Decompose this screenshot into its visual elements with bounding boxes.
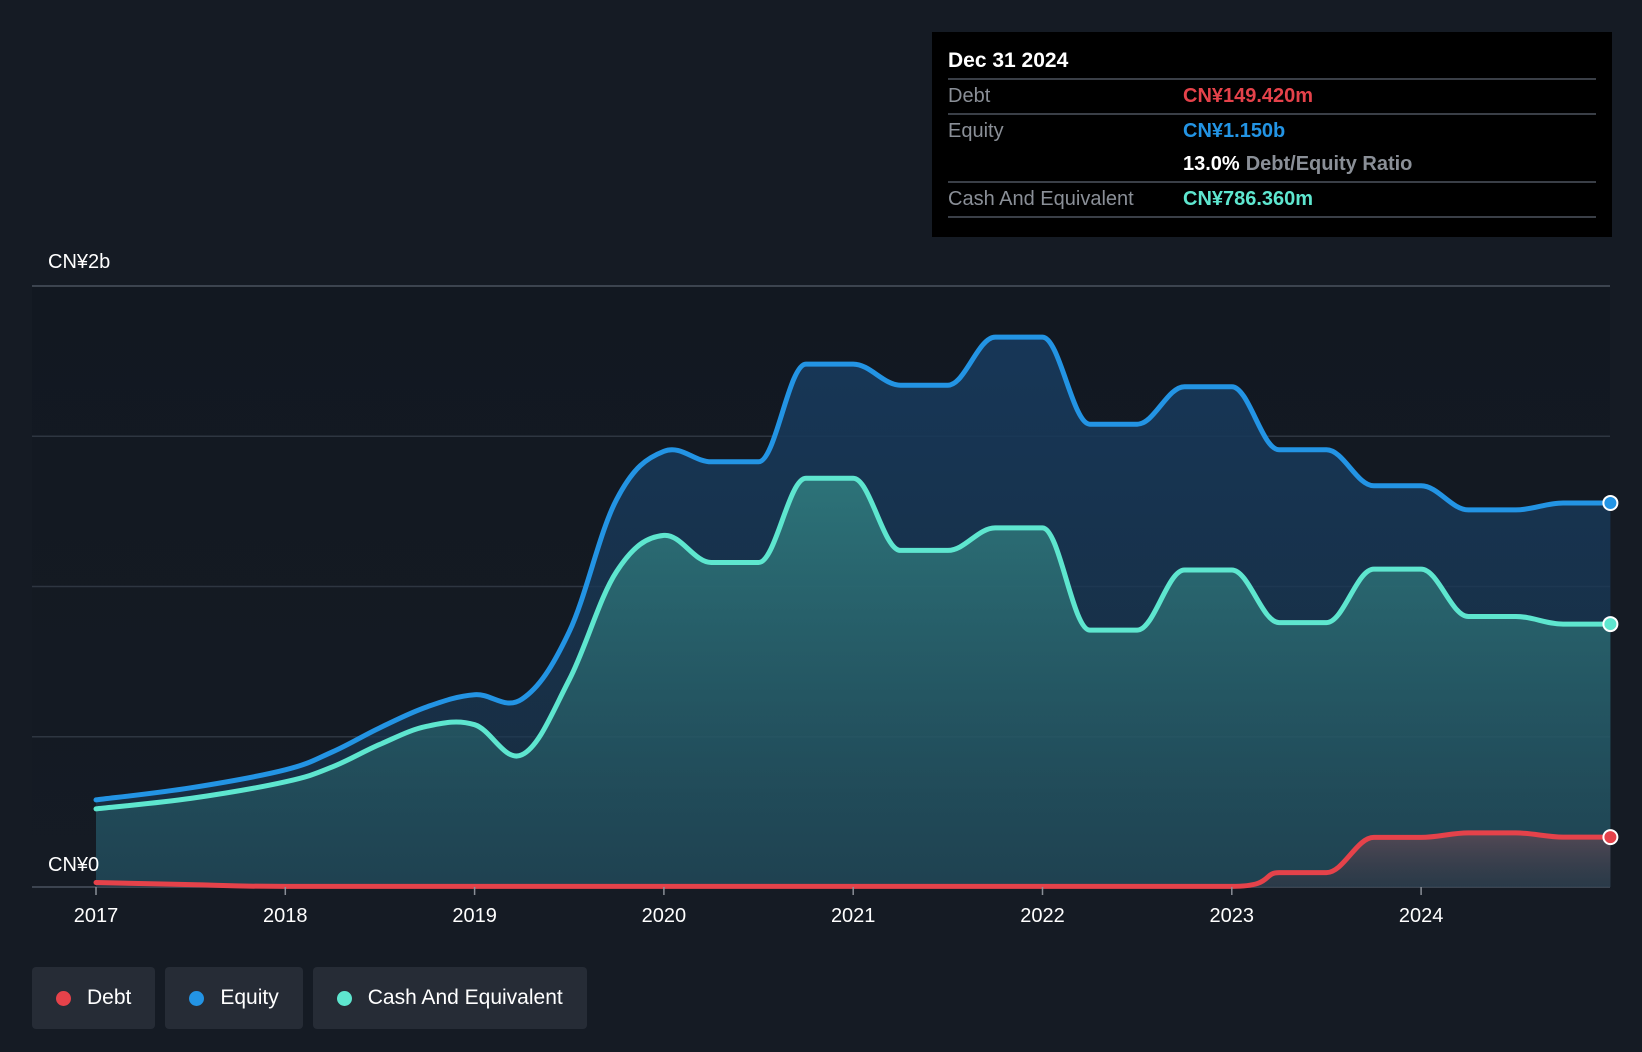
tooltip-cash-value: CN¥786.360m (1183, 188, 1314, 210)
legend-cash-label: Cash And Equivalent (367, 986, 563, 1009)
tooltip-ratio-value: 13.0% (1183, 153, 1240, 175)
debt-area (96, 832, 1611, 887)
x-tick-label: 2022 (1020, 905, 1065, 927)
cash-line (93, 475, 1613, 812)
tooltip-equity-value: CN¥1.150b (1183, 120, 1286, 142)
equity-dot-icon (189, 990, 205, 1006)
x-axis-ticks: 2017 2018 2019 2020 2021 2022 2023 2024 (74, 887, 1444, 927)
tooltip-equity-label: Equity (948, 120, 1004, 142)
tooltip-debt-value: CN¥149.420m (1183, 85, 1314, 107)
cash-dot-icon (336, 990, 352, 1006)
y-axis-top-label: CN¥2b (48, 251, 110, 273)
x-tick-label: 2021 (831, 905, 876, 927)
tooltip-cash-row: Cash And Equivalent CN¥786.360m (948, 181, 1596, 218)
tooltip-debt-row: Debt CN¥149.420m (948, 78, 1596, 113)
debt-line (93, 830, 1613, 889)
x-tick-label: 2019 (452, 905, 497, 927)
area-fills (96, 337, 1611, 888)
legend-item-debt[interactable]: Debt (32, 967, 156, 1029)
debt-end-point[interactable] (1602, 829, 1619, 846)
equity-line (93, 334, 1613, 803)
cash-area (96, 478, 1611, 887)
legend-debt-label: Debt (87, 986, 132, 1009)
y-axis-bottom-label: CN¥0 (48, 854, 99, 876)
legend-item-equity[interactable]: Equity (165, 967, 303, 1029)
tooltip-ratio-row: 13.0% Debt/Equity Ratio (948, 148, 1596, 181)
x-tick-label: 2017 (74, 905, 119, 927)
x-tick-label: 2023 (1210, 905, 1255, 927)
legend-equity-label: Equity (220, 986, 279, 1009)
tooltip-equity-row: Equity CN¥1.150b (948, 113, 1596, 148)
data-tooltip: Dec 31 2024 Debt CN¥149.420m Equity CN¥1… (932, 32, 1612, 237)
tooltip-cash-label: Cash And Equivalent (948, 188, 1134, 210)
legend-item-cash[interactable]: Cash And Equivalent (312, 967, 587, 1029)
chart-legend: Debt Equity Cash And Equivalent (32, 967, 587, 1029)
tooltip-debt-label: Debt (948, 85, 991, 107)
debt-dot-icon (56, 990, 71, 1006)
x-tick-label: 2020 (642, 905, 687, 927)
x-tick-label: 2018 (263, 905, 308, 927)
tooltip-ratio-label: Debt/Equity Ratio (1245, 153, 1413, 175)
equity-end-point[interactable] (1602, 494, 1619, 511)
series-lines (93, 334, 1619, 889)
cash-end-point[interactable] (1602, 616, 1619, 633)
tooltip-date: Dec 31 2024 (948, 49, 1069, 72)
x-tick-label: 2024 (1399, 905, 1444, 927)
